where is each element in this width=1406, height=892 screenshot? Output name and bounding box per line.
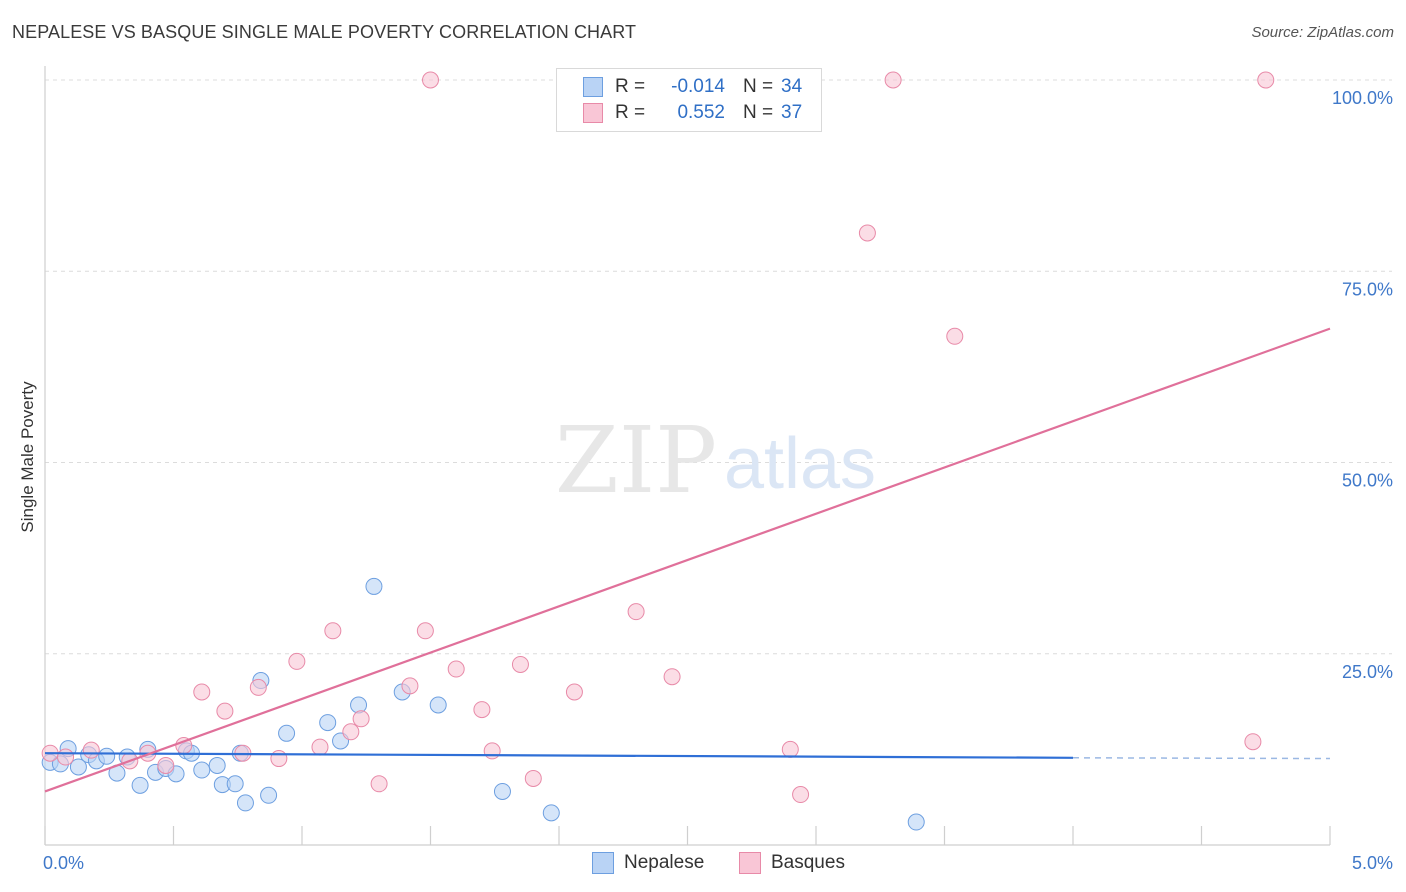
basques-point: [270, 750, 288, 768]
legend-item-basques[interactable]: Basques: [739, 852, 845, 874]
legend-r-label: R =: [615, 102, 646, 123]
x-tick-label: 0.0%: [43, 853, 84, 873]
basques-point: [663, 668, 681, 686]
basques-point: [82, 741, 100, 759]
basques-point: [524, 769, 542, 787]
basques-point: [416, 622, 434, 640]
legend-r-value: 0.552: [677, 102, 725, 123]
chart-title: NEPALESE VS BASQUE SINGLE MALE POVERTY C…: [12, 22, 637, 42]
basques-point: [447, 660, 465, 678]
x-tick-label: 5.0%: [1352, 853, 1393, 873]
legend-r-label: R =: [615, 76, 646, 97]
legend-item-nepalese[interactable]: Nepalese: [592, 852, 704, 874]
basques-point: [193, 683, 211, 701]
legend-swatch-nepalese: [592, 852, 614, 874]
basques-point: [473, 701, 491, 719]
basques-point: [565, 683, 583, 701]
basques-point: [370, 775, 388, 793]
nepalese-point: [493, 782, 511, 800]
legend-n-label: N =: [743, 102, 774, 123]
basques-point: [342, 723, 360, 741]
basques-point: [288, 652, 306, 670]
legend-row-basques: R = 0.552 N = 37: [583, 101, 802, 125]
legend-label-basques: Basques: [771, 852, 845, 873]
nepalese-point: [907, 813, 925, 831]
legend-swatch-basques: [583, 103, 603, 123]
y-tick-label: 100.0%: [1332, 88, 1393, 108]
basques-point: [324, 622, 342, 640]
axes: [44, 66, 1331, 846]
basques-point: [884, 71, 902, 89]
basques-point: [946, 327, 964, 345]
basques-point: [352, 710, 370, 728]
source-label: Source: ZipAtlas.com: [1251, 24, 1394, 41]
watermark-zip: ZIP: [555, 407, 717, 514]
basques-point: [511, 655, 529, 673]
nepalese-point: [542, 804, 560, 822]
basques-point: [792, 786, 810, 804]
nepalese-point: [69, 758, 87, 776]
basques-point: [781, 740, 799, 758]
trend-lines: [44, 327, 1331, 793]
basques-trend-line: [44, 327, 1331, 793]
legend-n-value: 34: [781, 76, 803, 97]
basques-point: [1244, 733, 1262, 751]
correlation-legend: R = -0.014 N = 34 R = 0.552 N = 37: [556, 68, 822, 132]
nepalese-point: [226, 775, 244, 793]
legend-row-nepalese: R = -0.014 N = 34: [583, 75, 802, 99]
basques-point: [311, 738, 329, 756]
y-tick-label: 50.0%: [1342, 471, 1393, 491]
nepalese-point: [131, 776, 149, 794]
nepalese-point: [365, 577, 383, 595]
basques-point: [57, 748, 75, 766]
nepalese-point: [98, 747, 116, 765]
legend-swatch-nepalese: [583, 77, 603, 97]
basques-point: [422, 71, 439, 89]
tick-labels: 25.0% 50.0% 75.0% 100.0% 0.0% 5.0%: [43, 88, 1393, 873]
nepalese-point: [319, 714, 337, 732]
nepalese-trend-line: [44, 752, 1074, 759]
gridlines: [45, 79, 1392, 655]
nepalese-point: [278, 724, 296, 742]
y-tick-label: 75.0%: [1342, 279, 1393, 299]
nepalese-point: [236, 794, 254, 812]
basques-point: [249, 678, 267, 696]
legend-r-value: -0.014: [671, 76, 725, 97]
basques-point: [1257, 71, 1275, 89]
basques-point: [483, 742, 501, 760]
nepalese-point: [193, 761, 211, 779]
legend-n-label: N =: [743, 76, 774, 97]
legend-swatch-basques: [739, 852, 761, 874]
nepalese-point: [350, 696, 368, 714]
nepalese-point: [260, 786, 278, 804]
legend-n-value: 37: [781, 102, 803, 123]
nepalese-point: [208, 756, 226, 774]
basques-point: [157, 756, 175, 774]
nepalese-trend-extension: [1072, 757, 1331, 760]
y-tick-label: 25.0%: [1342, 662, 1393, 682]
y-axis-label: Single Male Poverty: [18, 381, 37, 533]
basques-point: [401, 677, 419, 695]
basques-point: [858, 224, 876, 242]
basques-point: [216, 702, 234, 720]
basques-point: [627, 603, 645, 621]
legend-label-nepalese: Nepalese: [624, 852, 705, 873]
watermark-atlas: atlas: [724, 424, 876, 504]
nepalese-point: [429, 696, 447, 714]
series-legend: Nepalese Basques: [0, 852, 1406, 878]
